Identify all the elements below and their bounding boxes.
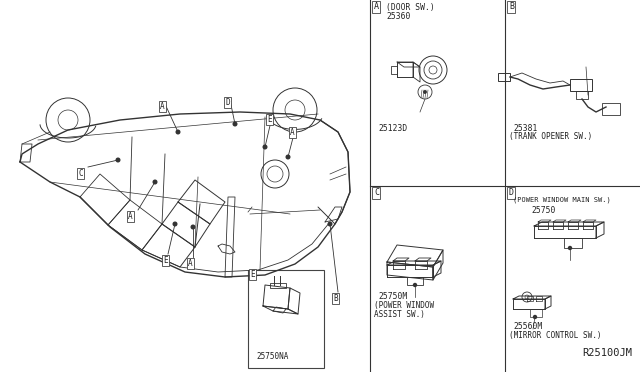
Bar — [248, 270, 324, 368]
Circle shape — [328, 222, 332, 226]
Text: A: A — [128, 212, 132, 221]
Text: (TRANK OPENER SW.): (TRANK OPENER SW.) — [509, 132, 592, 141]
Text: 25123D: 25123D — [378, 124, 407, 133]
Text: A: A — [160, 102, 164, 111]
Bar — [602, 103, 620, 115]
Text: (MIRROR CONTROL SW.): (MIRROR CONTROL SW.) — [509, 331, 602, 340]
Bar — [570, 79, 592, 91]
Text: B: B — [333, 294, 338, 303]
Text: D: D — [225, 98, 230, 107]
Circle shape — [263, 145, 267, 149]
Text: 25360: 25360 — [386, 12, 410, 21]
Bar — [530, 309, 542, 317]
Circle shape — [233, 122, 237, 126]
Text: E: E — [267, 115, 271, 124]
Text: R25100JM: R25100JM — [582, 348, 632, 358]
Circle shape — [413, 283, 417, 286]
Bar — [498, 73, 510, 81]
Text: A: A — [374, 2, 379, 11]
Text: D: D — [509, 188, 514, 197]
Circle shape — [534, 315, 536, 318]
Text: C: C — [374, 188, 379, 197]
Circle shape — [424, 91, 426, 93]
Text: (POWER WINDOW: (POWER WINDOW — [374, 301, 434, 310]
Bar — [391, 66, 397, 74]
Text: 25750: 25750 — [531, 206, 556, 215]
Circle shape — [153, 180, 157, 184]
Circle shape — [176, 130, 180, 134]
Circle shape — [191, 225, 195, 229]
Text: E: E — [163, 256, 168, 265]
Bar — [270, 283, 286, 288]
Text: C: C — [78, 169, 83, 178]
Circle shape — [116, 158, 120, 162]
Text: (DOOR SW.): (DOOR SW.) — [386, 3, 435, 12]
Text: A: A — [188, 259, 193, 268]
Circle shape — [568, 247, 572, 250]
Text: B: B — [509, 2, 514, 11]
Bar — [407, 277, 423, 285]
Bar — [564, 238, 582, 248]
Text: 25750M: 25750M — [378, 292, 407, 301]
Text: 25560M: 25560M — [513, 322, 542, 331]
Text: (POWER WINDOW MAIN SW.): (POWER WINDOW MAIN SW.) — [513, 196, 611, 202]
Circle shape — [286, 155, 290, 159]
Text: ASSIST SW.): ASSIST SW.) — [374, 310, 425, 319]
Text: 25750NA: 25750NA — [256, 352, 289, 361]
Text: 25381: 25381 — [513, 124, 538, 133]
Circle shape — [173, 222, 177, 226]
Text: E: E — [250, 270, 255, 279]
Bar — [576, 91, 588, 99]
Text: A: A — [290, 128, 294, 137]
